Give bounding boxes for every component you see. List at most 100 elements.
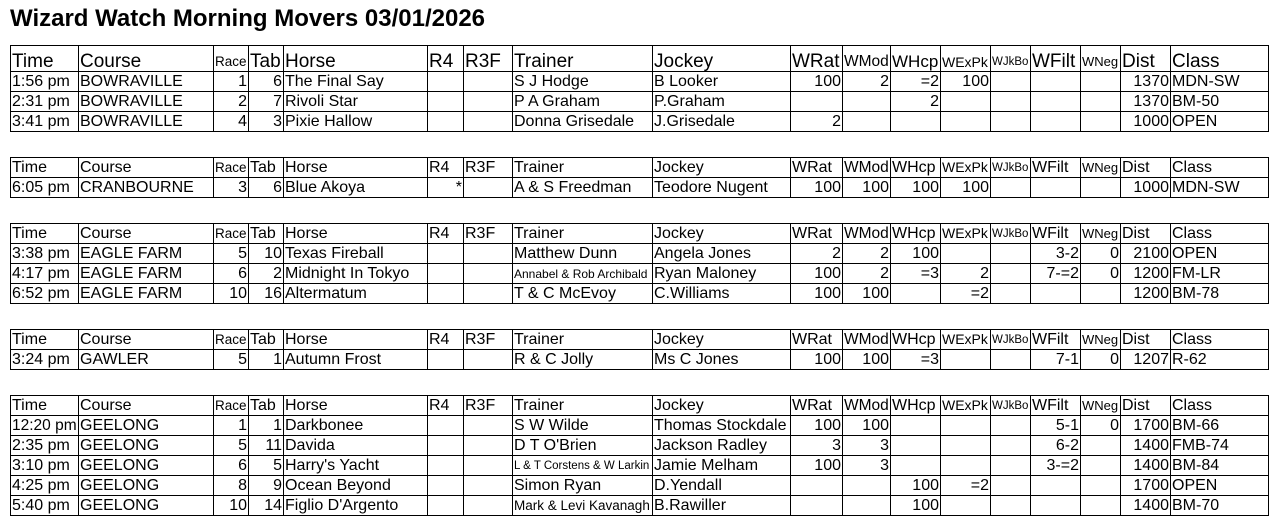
cell-text: Course [80, 159, 132, 176]
table-cell [990, 349, 1031, 370]
cell-text: Dist [1122, 159, 1150, 176]
cell-text: R3F [465, 159, 496, 176]
table-cell [1080, 455, 1121, 476]
cell-text: 16 [264, 284, 282, 302]
data-row: 4:25 pm GEELONG 8 9 Ocean Beyond Simon Ryan D.… [10, 475, 1269, 496]
table-cell: WNeg [1080, 223, 1121, 244]
table-cell [463, 495, 513, 516]
table-cell: =2 [890, 71, 941, 92]
cell-text: R4 [429, 51, 454, 72]
table-cell: 3-2 [1030, 243, 1081, 264]
table-cell [1030, 283, 1081, 304]
cell-text: BM-50 [1172, 92, 1220, 110]
cell-text: 1200 [1133, 284, 1169, 302]
table-cell: Autumn Frost [283, 349, 428, 370]
table-cell: Time [10, 329, 79, 350]
table-cell [427, 455, 464, 476]
table-cell: WMod [842, 45, 891, 72]
cell-text: Ryan Maloney [654, 264, 757, 282]
table-cell: WMod [842, 329, 891, 350]
data-row: 3:10 pm GEELONG 6 5 Harry's Yacht L & T Corst… [10, 455, 1269, 476]
cell-text: BM-66 [1172, 416, 1220, 434]
cell-text: GEELONG [80, 496, 160, 514]
table-cell: 100 [790, 283, 843, 304]
cell-text: 1700 [1133, 416, 1169, 434]
table-cell [463, 475, 513, 496]
cell-text: Jockey [654, 397, 704, 414]
table-cell [990, 475, 1031, 496]
cell-text: 1700 [1133, 476, 1169, 494]
page-title: Wizard Watch Morning Movers 03/01/2026 [10, 5, 486, 32]
cell-text: WExPk [942, 54, 988, 70]
table-cell: 1400 [1120, 495, 1171, 516]
table-cell [940, 349, 991, 370]
table-cell: 1400 [1120, 435, 1171, 456]
table-cell: 1400 [1120, 455, 1171, 476]
cell-text: Race [215, 332, 247, 347]
cell-text: Harry's Yacht [285, 456, 380, 474]
table-cell: WJkBo [990, 223, 1031, 244]
table-cell [940, 111, 991, 132]
table-cell: Ryan Maloney [652, 263, 791, 284]
table-cell: WNeg [1080, 395, 1121, 416]
table-cell: R3F [463, 395, 513, 416]
table-cell: 1000 [1120, 177, 1171, 198]
table-cell: Time [10, 157, 79, 178]
cell-text: 2 [832, 244, 841, 262]
cell-text: 2 [880, 244, 889, 262]
table-cell: WExPk [940, 45, 991, 72]
table-cell: Race [213, 157, 249, 178]
table-cell: 2:31 pm [10, 91, 79, 112]
cell-text: WNeg [1082, 332, 1119, 347]
table-cell: 1207 [1120, 349, 1171, 370]
table-cell [463, 243, 513, 264]
table-cell: Horse [283, 395, 428, 416]
table-cell: =2 [940, 475, 991, 496]
table-cell: 3:10 pm [10, 455, 79, 476]
cell-text: 100 [814, 72, 841, 90]
table-cell [940, 415, 991, 436]
cell-text: 100 [862, 350, 889, 368]
table-cell: 1200 [1120, 263, 1171, 284]
table-cell [1080, 495, 1121, 516]
cell-text: Race [215, 226, 247, 241]
cell-text: P.Graham [654, 92, 725, 110]
header-row: Time Course Race Tab Horse R4 R3F Trainer Jockey… [10, 157, 1269, 178]
cell-text: Mark & Levi Kavanagh [514, 497, 650, 513]
table-cell: D.Yendall [652, 475, 791, 496]
table-cell [890, 283, 941, 304]
table-cell: 3 [248, 111, 284, 132]
cell-text: R4 [429, 225, 450, 242]
table-cell [463, 177, 513, 198]
cell-text: Horse [285, 51, 336, 72]
table-cell: 0 [1080, 263, 1121, 284]
table-cell: Annabel & Rob Archibald [512, 263, 653, 284]
cell-text: Rivoli Star [285, 92, 358, 110]
table-cell: 3:38 pm [10, 243, 79, 264]
cell-text: 100 [912, 496, 939, 514]
cell-text: Teodore Nugent [654, 178, 768, 196]
cell-text: FM-LR [1172, 264, 1221, 282]
table-cell: Midnight In Tokyo [283, 263, 428, 284]
table-cell: Dist [1120, 223, 1171, 244]
cell-text: Class [1172, 51, 1220, 72]
table-cell [842, 475, 891, 496]
table-cell: 5:40 pm [10, 495, 79, 516]
table-cell: 1 [248, 349, 284, 370]
cell-text: 100 [814, 178, 841, 196]
table-cell: 4 [213, 111, 249, 132]
cell-text: Trainer [514, 225, 565, 242]
cell-text: 2100 [1133, 244, 1169, 262]
table-cell: 11 [248, 435, 284, 456]
table-cell [790, 91, 843, 112]
table-cell: =3 [890, 263, 941, 284]
tables: Time Course Race Tab Horse R4 R3F Trainer Jockey… [10, 45, 1269, 520]
data-row: 1:56 pm BOWRAVILLE 1 6 The Final Say S J Hodg… [10, 71, 1269, 92]
table-cell [1080, 91, 1121, 112]
table-cell: 0 [1080, 349, 1121, 370]
table-cell [427, 283, 464, 304]
table-cell: WHcp [890, 329, 941, 350]
table-cell: Darkbonee [283, 415, 428, 436]
cell-text: Race [215, 160, 247, 175]
table-cell: 6 [248, 71, 284, 92]
